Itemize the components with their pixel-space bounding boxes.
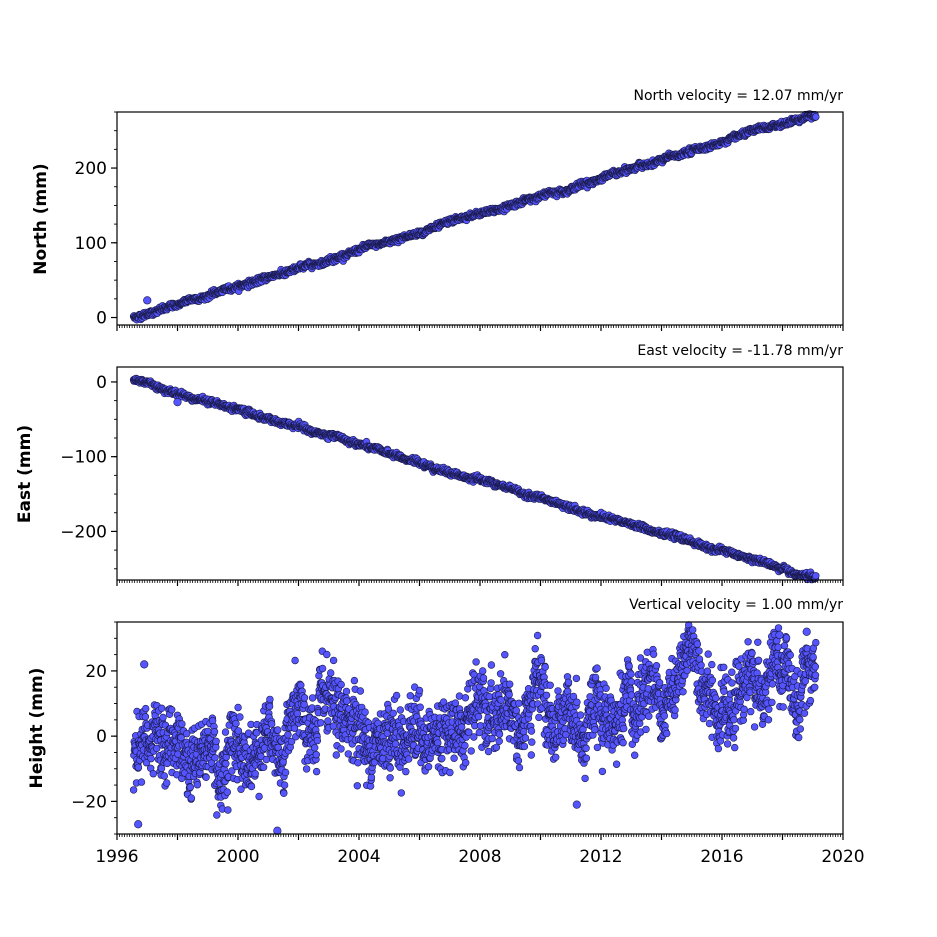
outlier-point (173, 398, 182, 407)
data-point (311, 744, 319, 752)
data-point (279, 758, 287, 766)
data-point (308, 694, 317, 702)
data-point (141, 713, 150, 721)
data-point (259, 763, 268, 771)
data-point (323, 650, 331, 659)
height-data-points (129, 621, 820, 835)
data-point (274, 726, 282, 734)
y-tick-label: 200 (75, 159, 107, 179)
data-point (212, 737, 220, 745)
data-point (223, 788, 232, 796)
height-y-axis-label: Height (mm) (27, 668, 47, 789)
data-point (324, 717, 332, 725)
outlier-point (143, 296, 152, 305)
data-point (337, 745, 345, 753)
data-point (280, 781, 289, 789)
data-point (312, 750, 320, 759)
data-point (266, 695, 274, 704)
y-tick-label: 0 (96, 309, 107, 329)
data-point (142, 704, 150, 713)
data-point (247, 782, 256, 791)
data-point (221, 728, 230, 736)
y-tick-label: −200 (60, 522, 107, 542)
data-point (361, 708, 369, 716)
data-point (232, 719, 240, 728)
east-panel-title: East velocity = -11.78 mm/yr (637, 343, 843, 359)
y-tick-label: 0 (96, 373, 107, 393)
data-point (134, 763, 143, 772)
data-point (313, 736, 322, 745)
data-point (224, 806, 232, 814)
data-point (255, 792, 263, 801)
north-data-points (129, 110, 820, 324)
data-point (193, 780, 202, 789)
data-point (159, 713, 167, 722)
north-panel-title: North velocity = 12.07 mm/yr (633, 88, 843, 104)
data-point (343, 697, 351, 705)
data-point (291, 656, 299, 665)
data-point (350, 676, 359, 685)
data-point (236, 713, 244, 721)
data-point (160, 772, 169, 780)
data-point (329, 656, 338, 665)
data-point (202, 773, 210, 781)
data-point (262, 755, 271, 764)
data-point (356, 687, 365, 695)
data-point (186, 783, 195, 791)
data-point (293, 709, 302, 718)
height-panel-title: Vertical velocity = 1.00 mm/yr (629, 597, 843, 613)
height-panel: Vertical velocity = 1.00 mm/yr Height (m… (27, 597, 865, 867)
north-y-axis-label: North (mm) (31, 163, 51, 274)
data-point (137, 778, 146, 786)
data-point (158, 704, 166, 712)
data-point (129, 786, 138, 794)
data-point (317, 719, 325, 727)
data-point (213, 811, 221, 819)
y-tick-label: 100 (75, 234, 107, 254)
data-point (178, 720, 186, 728)
data-point (302, 765, 311, 773)
data-point (187, 794, 196, 802)
data-point (211, 754, 219, 762)
data-point (168, 706, 176, 714)
data-point (280, 789, 288, 797)
data-point (337, 680, 345, 689)
data-point (149, 769, 158, 778)
data-point (234, 703, 242, 712)
data-point (163, 779, 171, 787)
east-panel: East velocity = -11.78 mm/yr East (mm) 0… (15, 343, 844, 586)
data-point (265, 702, 274, 711)
data-point (812, 113, 820, 121)
data-point (210, 727, 219, 736)
data-point (300, 694, 309, 702)
data-point (222, 759, 230, 768)
y-tick-label: −100 (60, 448, 107, 468)
data-point (344, 750, 352, 758)
data-point (353, 782, 361, 790)
data-point (318, 664, 327, 673)
data-point (147, 754, 155, 763)
data-point (281, 768, 290, 777)
data-point (812, 572, 820, 580)
data-point (327, 669, 335, 677)
data-point (157, 764, 166, 773)
data-point (329, 722, 338, 730)
data-point (268, 720, 276, 728)
data-point (284, 731, 292, 739)
data-point (297, 681, 305, 689)
data-point (332, 751, 340, 759)
east-data-points (129, 374, 820, 584)
north-panel: North velocity = 12.07 mm/yr North (mm) … (31, 88, 844, 331)
east-y-axis-label: East (mm) (15, 425, 35, 523)
data-point (312, 767, 321, 776)
data-point (367, 773, 376, 782)
data-point (251, 769, 259, 778)
data-point (342, 687, 351, 696)
